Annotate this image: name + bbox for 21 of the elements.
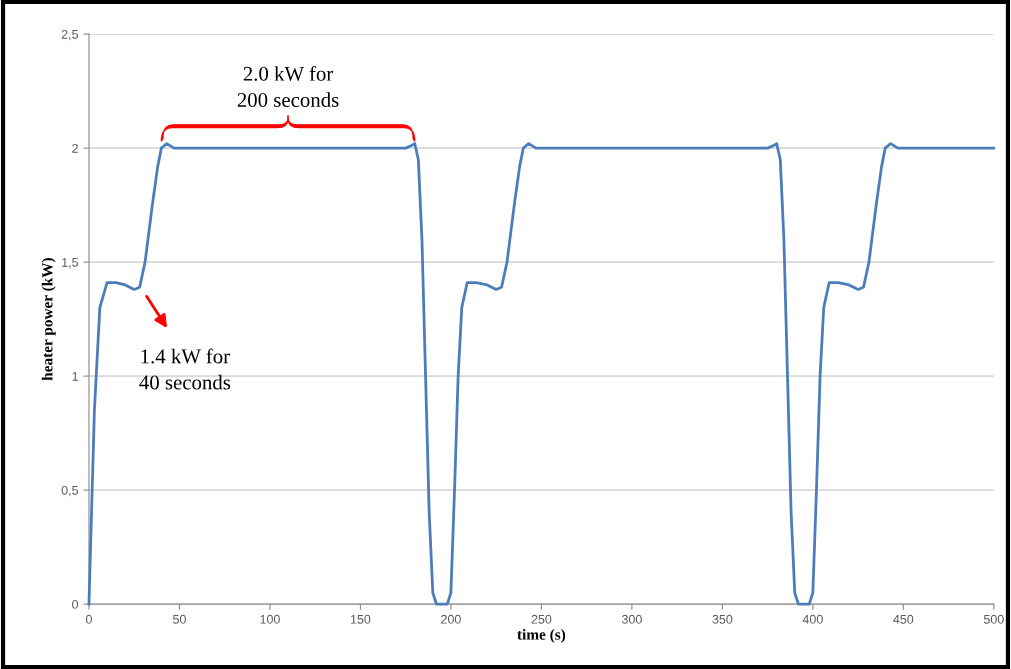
y-tick-label: 1: [72, 372, 78, 381]
x-tick-label: 0: [85, 614, 92, 624]
annotation: 1.4 kW for 40 seconds: [139, 348, 231, 390]
y-tick-label: 0,5: [61, 485, 79, 497]
y-tick-label: 2: [72, 143, 78, 153]
x-tick-label: 100: [260, 614, 280, 624]
x-tick-label: 250: [531, 614, 552, 624]
x-tick-label: 50: [173, 614, 186, 624]
y-tick-label: 1,5: [62, 258, 79, 269]
x-tick-label: 500: [983, 614, 1004, 624]
x-tick-label: 400: [802, 614, 823, 624]
y-tick-label: 2,5: [61, 29, 79, 41]
x-tick-label: 450: [893, 614, 914, 624]
x-tick-label: 150: [350, 614, 371, 624]
annotation: 2.0 kW for 200 seconds: [237, 65, 339, 107]
x-tick-label: 200: [441, 614, 461, 624]
x-tick-label: 350: [712, 614, 733, 624]
x-axis-title: time (s): [517, 628, 566, 643]
y-axis-title: heater power (kW): [41, 258, 56, 381]
y-tick-label: 0: [72, 599, 79, 609]
x-tick-label: 300: [621, 614, 642, 624]
